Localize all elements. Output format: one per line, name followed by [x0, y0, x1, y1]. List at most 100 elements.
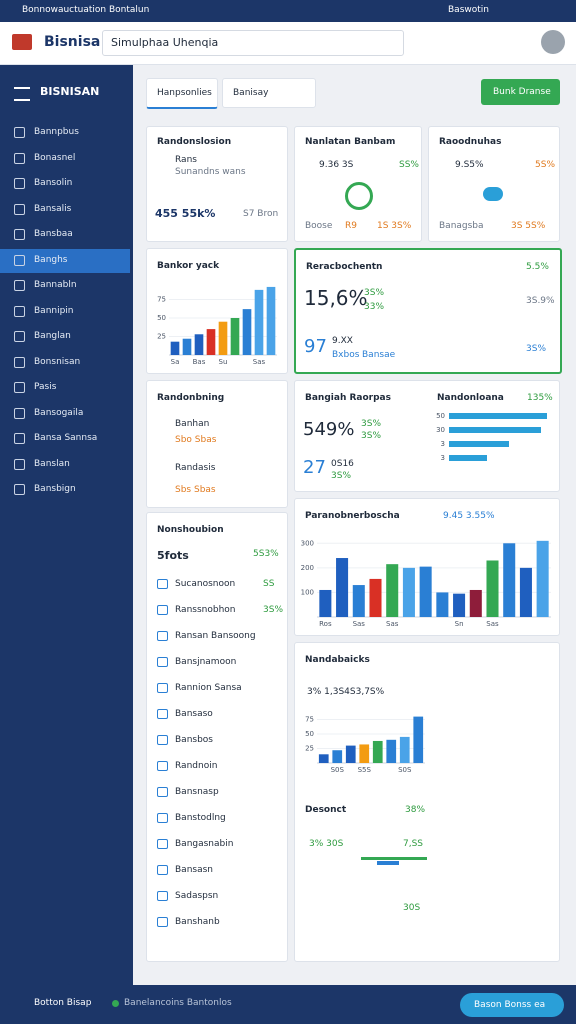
y-tick-label: 25: [157, 333, 166, 341]
menu-item[interactable]: Bonsnisan: [34, 356, 81, 367]
search-box[interactable]: Simulphaa Uhenqia: [102, 30, 404, 56]
card-title: Randonbning: [157, 393, 225, 403]
row-icon: [157, 865, 168, 875]
row-label[interactable]: Bansjnamoon: [175, 657, 237, 667]
chart-card: Bankor yack 25 50 75 Sa Bas Su Sas: [146, 248, 288, 374]
card-foot: Banagsba: [439, 221, 484, 231]
menu-item[interactable]: Pasis: [34, 382, 57, 392]
bar: [402, 567, 415, 617]
row-label[interactable]: Ransan Bansoong: [175, 631, 256, 641]
card-pct: SS%: [399, 160, 419, 170]
row-icon: [157, 891, 168, 901]
bar: [399, 736, 410, 763]
status-right: Baswotin: [448, 5, 489, 15]
active-item-bg[interactable]: [0, 248, 130, 273]
card-title: Randonslosion: [157, 137, 232, 147]
row-label[interactable]: Bangasnabin: [175, 839, 234, 849]
x-tick-label: Bas: [193, 358, 206, 366]
row-value: 3S%: [263, 605, 283, 615]
x-tick-label: S0S: [398, 766, 412, 774]
bar: [436, 592, 449, 617]
row-icon: [157, 683, 168, 693]
bar: [503, 543, 516, 617]
row-icon: [157, 917, 168, 927]
chart: 50 30 3 3: [436, 412, 547, 462]
menu-item[interactable]: Bansogaila: [34, 407, 84, 418]
label: Bxbos: [332, 350, 360, 360]
y-tick-label: 3: [441, 454, 445, 462]
bar: [352, 585, 365, 617]
row-label[interactable]: Banstodlng: [175, 813, 226, 823]
y-tick-label: 300: [301, 539, 314, 547]
menu-icon: [14, 458, 25, 470]
card-foot: Boose: [305, 221, 333, 231]
tab-label: Banisay: [233, 88, 269, 98]
sidebar: BISNISAN Bannpbus Bonasnel Bansolin Bansali…: [0, 65, 133, 985]
x-tick-label: S0S: [331, 766, 345, 774]
row-label[interactable]: Bansbos: [175, 735, 213, 745]
menu-item[interactable]: Bansa Sannsa: [34, 433, 98, 443]
card-foot: 3S 5S%: [511, 221, 546, 231]
bar: [359, 744, 370, 763]
card: Raoodnuhas 9.S5% 5S% Banagsba 3S 5S%: [428, 126, 560, 242]
list-card: Nonshoubion 5fots 5S3% Sucanosnoon SS Rans…: [146, 512, 288, 962]
x-tick-label: Ros: [319, 620, 332, 628]
menu-item[interactable]: Bansolin: [34, 178, 73, 188]
bar: [449, 427, 541, 433]
menu-icon: [14, 382, 25, 393]
chart-title: Nandabaicks: [305, 655, 370, 665]
card-title: Raoodnuhas: [439, 137, 502, 147]
menu-item[interactable]: Bansbaa: [34, 229, 73, 239]
card-title: Nanlatan Banbam: [305, 137, 396, 147]
menu-icon: [14, 127, 25, 138]
tab[interactable]: Hanpsonlies: [146, 78, 218, 109]
menu-item[interactable]: Banghs: [34, 254, 68, 265]
menu-icon: [14, 203, 25, 215]
x-tick-label: Su: [219, 358, 228, 366]
action-button[interactable]: Bunk Dranse: [481, 79, 560, 105]
big-value: 549%: [303, 419, 355, 440]
menu-item[interactable]: Banglan: [34, 331, 71, 341]
num: 97: [304, 336, 327, 357]
pct: 33%: [364, 302, 385, 312]
bar: [369, 578, 382, 617]
y-tick-label: 30: [436, 426, 445, 434]
row-label[interactable]: Sucanosnoon: [175, 579, 236, 589]
row-label[interactable]: Bansnasp: [175, 787, 219, 797]
menu-icon: [14, 178, 25, 189]
row-icon: [157, 839, 168, 849]
y-tick-label: 200: [301, 564, 314, 572]
menu-icon[interactable]: [14, 87, 30, 101]
row-label[interactable]: Randnoin: [175, 761, 218, 771]
button-label: Bunk Dranse: [493, 87, 551, 97]
menu-item[interactable]: Bannabln: [34, 280, 77, 290]
menu-item[interactable]: Bansalis: [34, 203, 72, 214]
status-title: Bonnowauctuation Bontalun: [22, 5, 150, 15]
x-tick-label: Sas: [386, 620, 399, 628]
row-label[interactable]: Ranssnobhon: [175, 605, 236, 615]
row-label[interactable]: Rannion Sansa: [175, 683, 242, 693]
menu-item[interactable]: Bannpbus: [34, 127, 79, 137]
highlight-card: Reracbochentn 5.5% 15,6% 3S% 33% 3S.9% 9…: [294, 248, 562, 374]
card-value: 9.S5%: [455, 160, 484, 170]
menu-item[interactable]: Bannipin: [34, 305, 74, 316]
menu-item[interactable]: Banslan: [34, 458, 70, 469]
bottom-button[interactable]: Bason Bonss ea: [460, 993, 564, 1017]
row-label[interactable]: Bansasn: [175, 865, 213, 875]
menu-item[interactable]: Bonasnel: [34, 152, 76, 163]
menu-item[interactable]: Bansbign: [34, 484, 76, 494]
pct: 3S%: [526, 344, 546, 354]
list-card: Randonbning Banhan Sbo Sbas Randasis Sbs…: [146, 380, 288, 508]
card-pct: 5S%: [535, 160, 555, 170]
chart-card: Nandabaicks 3% 1,3S4S3,7S% 25 50 75 S0S S5S S…: [294, 642, 560, 962]
card-title: Desonct: [305, 805, 347, 815]
y-tick-label: 50: [305, 730, 314, 738]
row-label[interactable]: Banshanb: [175, 917, 220, 927]
row-label[interactable]: Bansaso: [175, 709, 213, 719]
chart-card: Paranobnerboscha 9.45 3.55% 100 200 300 Ros…: [294, 498, 560, 636]
y-tick-label: 3: [441, 440, 445, 448]
tab[interactable]: Banisay: [222, 78, 316, 108]
avatar[interactable]: [541, 30, 565, 54]
row-label[interactable]: Sadaspsn: [175, 891, 219, 901]
row-icon: [157, 761, 168, 771]
